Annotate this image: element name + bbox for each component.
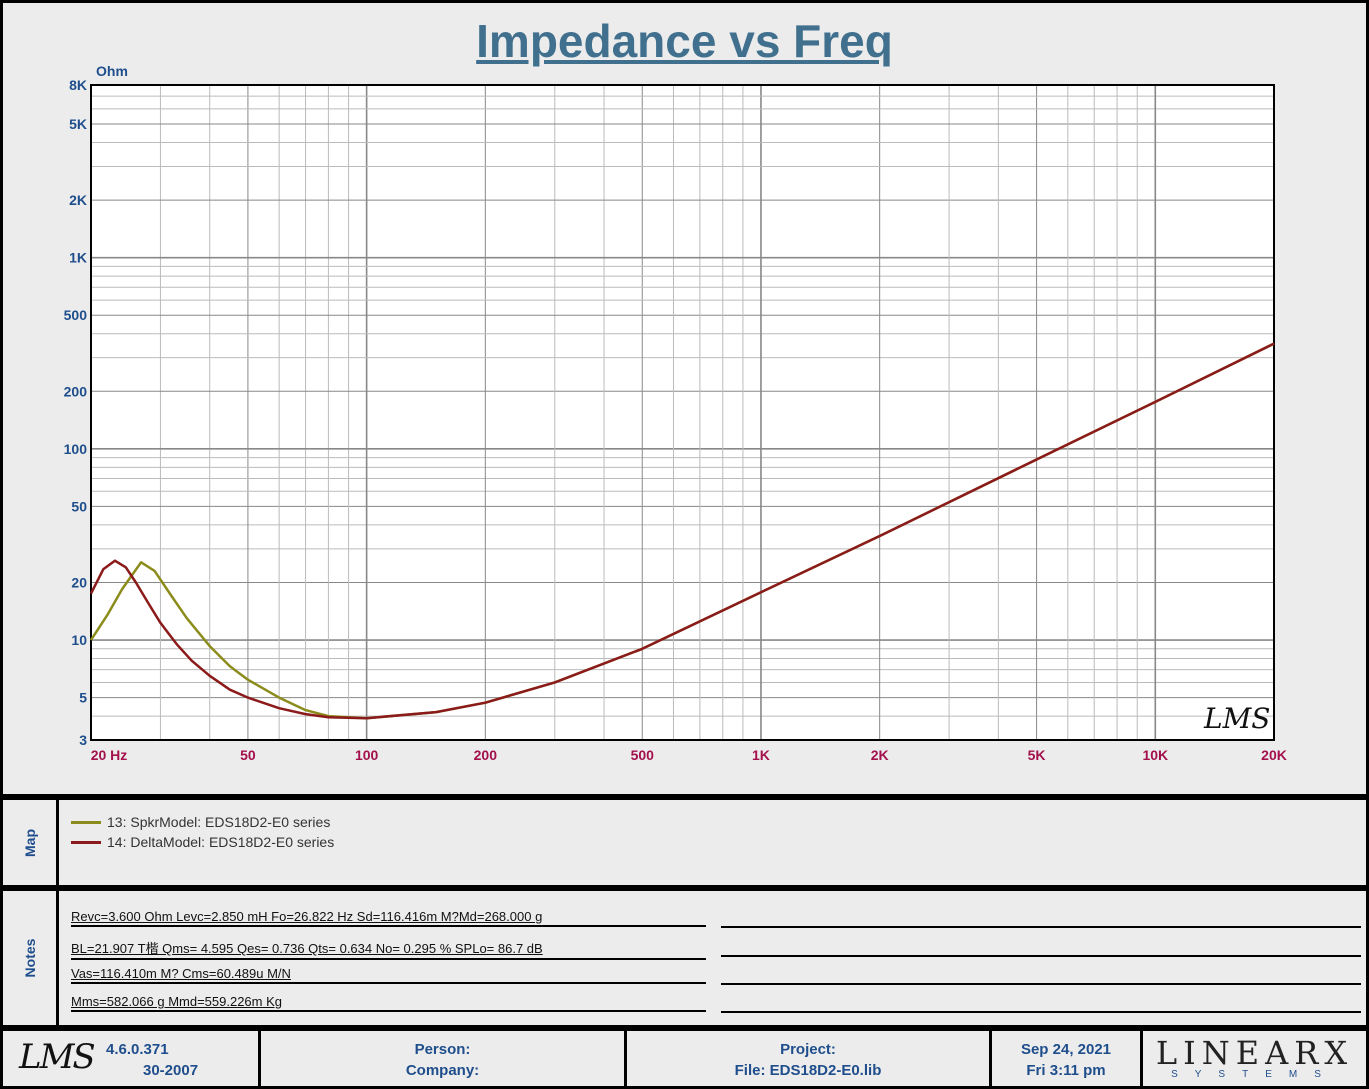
x-tick-label: 10K [1142, 747, 1168, 763]
x-tick-label: 2K [871, 747, 889, 763]
footer-date-cell: Sep 24, 2021 Fri 3:11 pm [992, 1031, 1140, 1086]
file-name: File: EDS18D2-E0.lib [734, 1062, 882, 1079]
company-label: Company: [405, 1062, 480, 1079]
plot-area [91, 85, 1274, 740]
y-tick-label: 5 [79, 690, 87, 706]
note-blank-line [721, 908, 1361, 928]
note-blank-line [721, 993, 1361, 1013]
y-tick-label: 10 [71, 632, 87, 648]
y-tick-label: 8K [69, 77, 87, 93]
build: 30-2007 [143, 1062, 199, 1079]
y-tick-label: 3 [79, 732, 87, 748]
x-tick-label: 20K [1261, 747, 1287, 763]
note-line: Revc=3.600 Ohm Levc=2.850 mH Fo=26.822 H… [71, 909, 706, 927]
x-tick-label: 50 [240, 747, 256, 763]
time: Fri 3:11 pm [1026, 1062, 1106, 1079]
y-tick-label: 2K [69, 192, 87, 208]
x-tick-label: 500 [631, 747, 655, 763]
impedance-chart: 20 Hz 50 100 200 500 1K 2K 5K 10K 20K 3 5 10 20 50 100 2… [64, 63, 1287, 763]
note-blank-line [721, 937, 1361, 957]
legend-swatch [71, 840, 101, 844]
person-label: Person: [414, 1041, 471, 1058]
chart-title: Impedance vs Freq [476, 15, 893, 67]
y-tick-label: 50 [71, 498, 87, 514]
footer-person-cell: Person: Company: [261, 1031, 624, 1086]
legend-item-delta: 14: DeltaModel: EDS18D2-E0 series [71, 834, 334, 850]
lms-watermark: LMS [1203, 702, 1270, 735]
project-label: Project: [780, 1041, 836, 1058]
x-tick-label: 20 Hz [91, 747, 128, 763]
y-tick-label: 100 [64, 441, 88, 457]
notes-panel: Notes Revc=3.600 Ohm Levc=2.850 mH Fo=26… [3, 891, 1366, 1025]
note-line: Mms=582.066 g Mmd=559.226m Kg [71, 994, 706, 1012]
footer-version-cell: LMS 4.6.0.371 30-2007 [3, 1031, 258, 1086]
map-panel: Map 13: SpkrModel: EDS18D2-E0 series 14:… [3, 800, 1366, 885]
linearx-logo: LINEARX SYSTEMS [1143, 1031, 1366, 1086]
footer-project-cell: Project: File: EDS18D2-E0.lib [627, 1031, 989, 1086]
legend-item-spkr: 13: SpkrModel: EDS18D2-E0 series [71, 814, 330, 830]
y-axis-label: Ohm [96, 63, 128, 79]
note-line: BL=21.907 T楷 Qms= 4.595 Qes= 0.736 Qts= … [71, 938, 706, 960]
x-tick-label: 5K [1028, 747, 1046, 763]
footer: LMS 4.6.0.371 30-2007 Person: Company: P… [3, 1031, 1366, 1086]
notes-side-label: Notes [3, 891, 59, 1025]
date: Sep 24, 2021 [1020, 1041, 1112, 1058]
version: 4.6.0.371 [106, 1041, 169, 1058]
x-tick-label: 1K [752, 747, 770, 763]
y-tick-label: 20 [71, 574, 87, 590]
y-tick-label: 500 [64, 307, 88, 323]
y-tick-label: 1K [69, 250, 87, 266]
legend-swatch [71, 820, 101, 824]
x-tick-label: 200 [474, 747, 498, 763]
series-line-14 [89, 342, 1275, 720]
x-tick-label: 100 [355, 747, 379, 763]
lms-logo: LMS [19, 1037, 96, 1077]
map-side-label: Map [3, 800, 59, 885]
note-line: Vas=116.410m M? Cms=60.489u M/N [71, 966, 706, 984]
y-tick-label: 200 [64, 383, 88, 399]
plot-border [90, 84, 1275, 741]
note-blank-line [721, 965, 1361, 985]
y-tick-label: 5K [69, 116, 87, 132]
